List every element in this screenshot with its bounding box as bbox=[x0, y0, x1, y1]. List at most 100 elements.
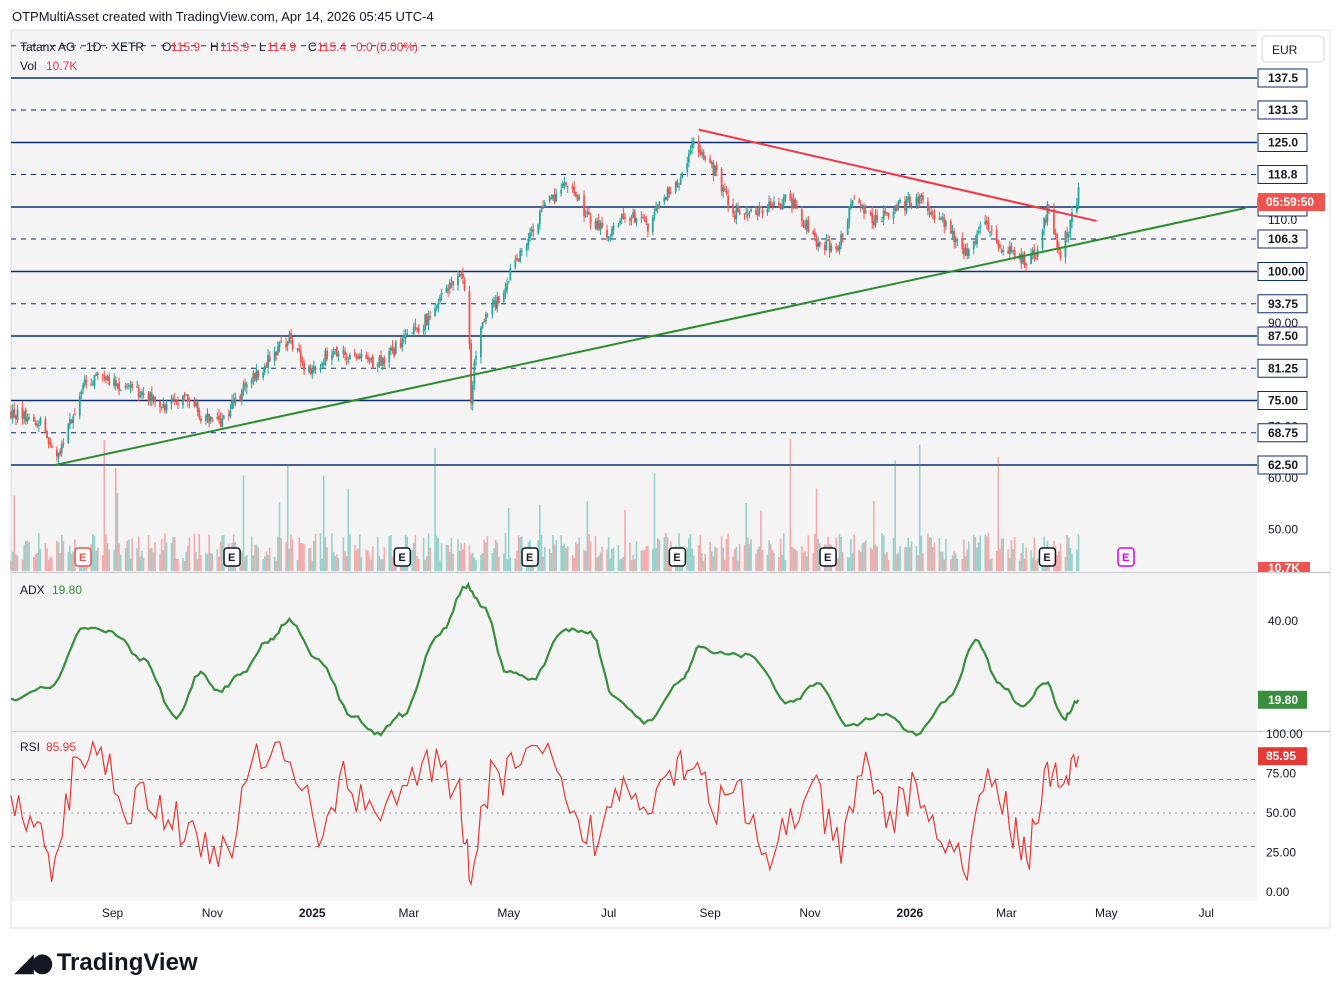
candle-body bbox=[173, 398, 176, 400]
volume-bar bbox=[586, 501, 589, 571]
adx-legend-name[interactable]: ADX bbox=[20, 583, 45, 597]
candle-body bbox=[964, 248, 967, 256]
earnings-marker bbox=[521, 547, 539, 567]
candle-body bbox=[452, 281, 454, 286]
candle-body bbox=[540, 208, 543, 212]
volume-bar bbox=[647, 545, 649, 571]
time-tick-label: Jul bbox=[1199, 906, 1214, 920]
candle-body bbox=[735, 208, 738, 220]
volume-bar bbox=[286, 464, 289, 571]
volume-bar bbox=[506, 559, 508, 571]
volume-bar bbox=[69, 545, 71, 571]
adx-value-label: 19.80 bbox=[1268, 693, 1298, 707]
volume-bar bbox=[737, 560, 739, 571]
candle-body bbox=[769, 201, 772, 206]
volume-bar bbox=[439, 560, 441, 571]
trendlines-group[interactable] bbox=[54, 128, 1246, 466]
candle-body bbox=[714, 165, 716, 177]
volume-bar bbox=[732, 556, 734, 571]
volume-bar bbox=[540, 534, 543, 571]
last-price-tag bbox=[1258, 193, 1325, 212]
volume-bar bbox=[183, 560, 186, 571]
volume-bar bbox=[918, 444, 921, 571]
earnings-marker-label: E bbox=[673, 552, 680, 564]
time-tick-label: Jul bbox=[601, 906, 616, 920]
candle-body bbox=[313, 366, 315, 371]
legend-volume-label[interactable]: Vol bbox=[20, 59, 37, 73]
rsi-panel[interactable] bbox=[11, 733, 1257, 901]
candle-body bbox=[814, 232, 816, 237]
volume-bar bbox=[331, 533, 333, 571]
volume-bar bbox=[927, 533, 929, 571]
price-level-tag bbox=[1257, 164, 1308, 184]
price-level-tag bbox=[1257, 294, 1308, 314]
volume-bar bbox=[165, 542, 168, 571]
volume-bar bbox=[349, 534, 351, 571]
price-panel[interactable] bbox=[11, 30, 1257, 571]
candle-body bbox=[520, 250, 523, 252]
candle-body bbox=[818, 241, 821, 246]
candle-body bbox=[917, 197, 919, 203]
candle-body bbox=[26, 417, 29, 422]
candle-body bbox=[805, 220, 808, 230]
candle-body bbox=[314, 367, 317, 370]
tradingview-logo[interactable]: ◢● TradingView bbox=[14, 948, 198, 978]
candle-body bbox=[979, 225, 982, 229]
volume-bar bbox=[899, 545, 901, 571]
candle-body bbox=[758, 207, 761, 215]
price-level-tag bbox=[1257, 229, 1308, 249]
candle-body bbox=[881, 220, 883, 222]
volume-bar bbox=[365, 549, 368, 571]
price-level-tag bbox=[1257, 358, 1308, 378]
candle-body bbox=[322, 363, 325, 365]
time-tick-label: May bbox=[1095, 906, 1118, 920]
candle-body bbox=[229, 410, 232, 416]
volume-bar bbox=[152, 552, 155, 571]
volume-bar bbox=[761, 549, 764, 571]
candle-body bbox=[897, 201, 900, 209]
candle-body bbox=[812, 231, 815, 235]
volume-bar bbox=[149, 548, 151, 571]
volume-bar bbox=[950, 559, 952, 571]
candle-body bbox=[519, 250, 522, 261]
volume-bar bbox=[864, 540, 867, 571]
earnings-marker-label: E bbox=[79, 552, 86, 564]
earnings-marker bbox=[819, 547, 837, 567]
volume-bar bbox=[794, 549, 797, 571]
candle-body bbox=[286, 341, 289, 346]
legend-symbol[interactable]: Tatanx AG · 1D · XETR bbox=[20, 40, 144, 54]
candle-body bbox=[119, 389, 122, 391]
candle-body bbox=[817, 242, 820, 247]
candle-body bbox=[963, 248, 965, 255]
volume-bar bbox=[607, 536, 610, 571]
candle-body bbox=[298, 348, 301, 351]
volume-bar bbox=[187, 545, 189, 571]
volume-bar bbox=[966, 549, 968, 571]
candle-body bbox=[640, 217, 643, 219]
adx-panel[interactable] bbox=[11, 574, 1257, 730]
volume-bar bbox=[103, 440, 106, 571]
candle-body bbox=[647, 223, 649, 232]
rsi-legend-name[interactable]: RSI bbox=[20, 740, 40, 754]
volume-bar bbox=[509, 557, 512, 571]
currency-button[interactable] bbox=[1261, 35, 1325, 63]
candle-body bbox=[177, 402, 179, 405]
candle-body bbox=[59, 451, 62, 455]
candle-body bbox=[206, 412, 209, 418]
volume-bar bbox=[617, 545, 620, 571]
candle-body bbox=[484, 313, 487, 322]
legend-change: 0.0 (0.00%) bbox=[356, 40, 418, 54]
candle-body bbox=[1046, 204, 1049, 222]
volume-bar bbox=[216, 549, 219, 571]
candle-body bbox=[689, 150, 692, 154]
volume-bar bbox=[715, 547, 718, 571]
volume-bar bbox=[334, 556, 336, 571]
volume-bar bbox=[624, 509, 626, 571]
candle-body bbox=[349, 354, 351, 360]
volume-bar bbox=[344, 551, 346, 571]
volume-bar bbox=[314, 533, 317, 571]
volume-bar bbox=[791, 547, 793, 571]
candle-body bbox=[186, 394, 189, 402]
